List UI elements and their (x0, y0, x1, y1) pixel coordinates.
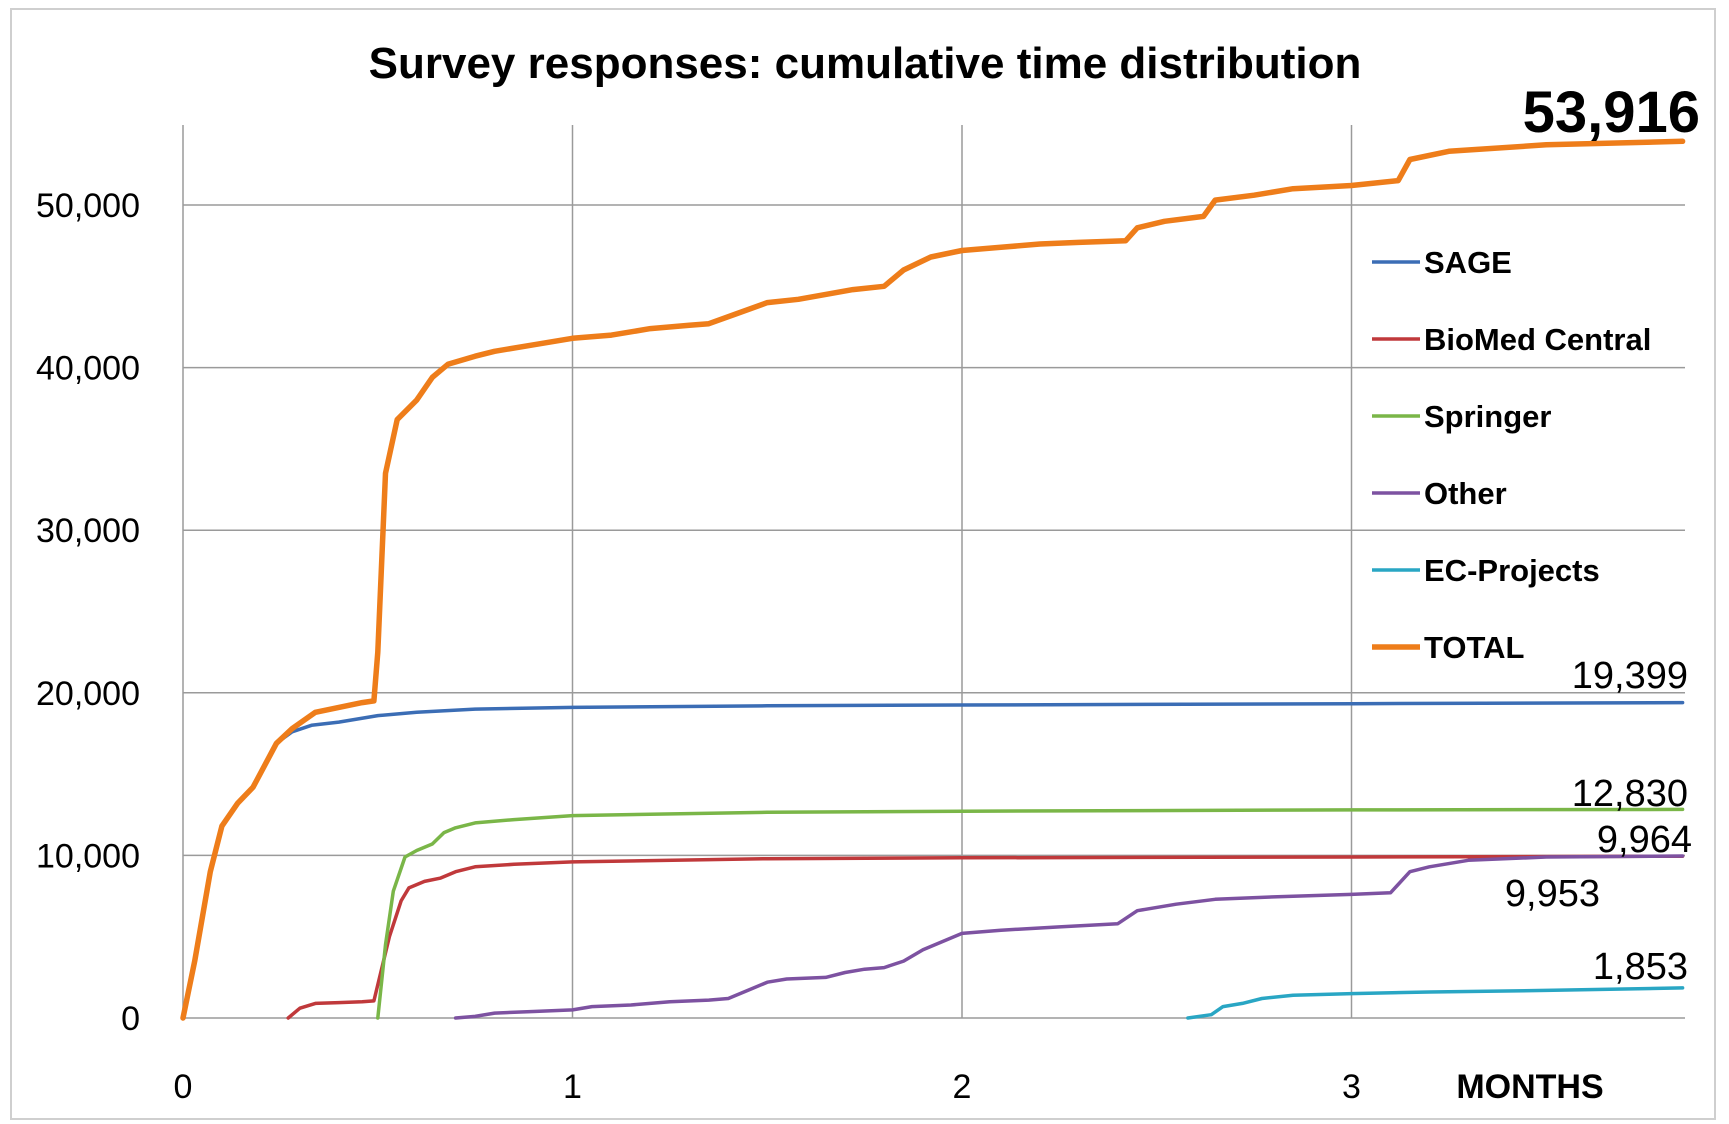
y-axis-ticks: 0 10,000 20,000 30,000 40,000 50,000 (36, 187, 140, 1038)
series-line-total (180, 138, 1686, 1021)
x-tick-label: 1 (563, 1068, 582, 1106)
legend-label: SAGE (1424, 245, 1512, 280)
legend-label: TOTAL (1424, 630, 1524, 665)
end-value-label: 53,916 (1523, 80, 1700, 145)
x-axis-label: MONTHS (1456, 1068, 1603, 1106)
x-tick-label: 2 (953, 1068, 972, 1106)
legend-label: BioMed Central (1424, 322, 1651, 357)
x-tick-label: 0 (174, 1068, 193, 1106)
series-line-biomed-central (286, 854, 1685, 1020)
series-line-other (453, 854, 1685, 1020)
x-tick-label: 3 (1342, 1068, 1361, 1106)
legend: SAGE BioMed Central Springer Other EC-Projec… (1372, 245, 1651, 665)
chart-title: Survey responses: cumulative time distri… (369, 39, 1362, 88)
end-value-label: 1,853 (1593, 946, 1688, 988)
legend-label: Other (1424, 476, 1507, 511)
y-tick-label: 50,000 (36, 187, 140, 225)
legend-label: EC-Projects (1424, 553, 1600, 588)
chart-frame (10, 8, 1716, 1120)
y-tick-label: 30,000 (36, 512, 140, 550)
series-lines (180, 138, 1686, 1021)
y-tick-label: 0 (121, 1000, 140, 1038)
end-value-label: 9,953 (1505, 873, 1600, 915)
end-value-label: 12,830 (1572, 773, 1688, 815)
series-line-springer (376, 807, 1685, 1020)
legend-label: Springer (1424, 399, 1551, 434)
y-tick-label: 20,000 (36, 675, 140, 713)
end-value-label: 19,399 (1572, 655, 1688, 697)
series-line-sage (181, 700, 1685, 1020)
series-line-ec-projects (1186, 986, 1685, 1020)
end-value-label: 9,964 (1597, 819, 1692, 861)
y-tick-label: 40,000 (36, 350, 140, 388)
y-tick-label: 10,000 (36, 837, 140, 875)
x-axis-ticks: 0 1 2 3 (174, 1068, 1361, 1106)
